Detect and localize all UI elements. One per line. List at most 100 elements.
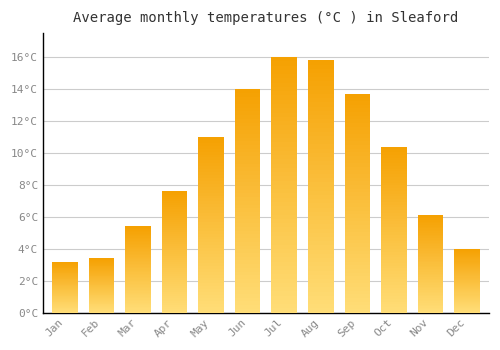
Bar — [308, 90, 334, 94]
Bar — [52, 295, 78, 296]
Bar — [308, 145, 334, 149]
Bar — [454, 268, 480, 269]
Bar — [454, 250, 480, 251]
Bar — [235, 145, 260, 149]
Bar — [308, 178, 334, 182]
Bar — [344, 243, 370, 247]
Bar — [52, 287, 78, 288]
Bar — [308, 283, 334, 287]
Bar — [125, 241, 151, 242]
Bar — [52, 304, 78, 305]
Bar — [235, 208, 260, 212]
Bar — [381, 180, 406, 183]
Bar — [88, 306, 114, 307]
Bar — [52, 302, 78, 303]
Bar — [454, 298, 480, 299]
Bar — [198, 222, 224, 225]
Bar — [418, 311, 443, 313]
Bar — [88, 308, 114, 309]
Bar — [454, 259, 480, 260]
Bar — [52, 292, 78, 293]
Bar — [418, 295, 443, 296]
Bar — [125, 297, 151, 298]
Bar — [381, 194, 406, 196]
Bar — [235, 182, 260, 186]
Bar — [52, 311, 78, 312]
Bar — [418, 248, 443, 249]
Bar — [52, 265, 78, 266]
Bar — [418, 256, 443, 258]
Bar — [162, 268, 188, 270]
Bar — [418, 238, 443, 240]
Bar — [454, 249, 480, 250]
Bar — [418, 259, 443, 261]
Bar — [125, 242, 151, 244]
Bar — [235, 305, 260, 309]
Bar — [125, 259, 151, 261]
Bar — [308, 60, 334, 64]
Bar — [52, 290, 78, 291]
Bar — [52, 283, 78, 284]
Bar — [454, 308, 480, 309]
Bar — [235, 156, 260, 160]
Bar — [418, 298, 443, 300]
Bar — [381, 244, 406, 246]
Bar — [88, 309, 114, 310]
Bar — [125, 285, 151, 287]
Bar — [272, 296, 297, 300]
Bar — [454, 257, 480, 258]
Bar — [88, 292, 114, 293]
Bar — [418, 249, 443, 251]
Bar — [88, 283, 114, 284]
Bar — [52, 277, 78, 278]
Bar — [162, 301, 188, 302]
Bar — [272, 249, 297, 253]
Bar — [235, 272, 260, 275]
Bar — [344, 218, 370, 222]
Bar — [125, 306, 151, 307]
Bar — [52, 261, 78, 262]
Bar — [162, 258, 188, 260]
Bar — [125, 229, 151, 231]
Bar — [454, 278, 480, 279]
Bar — [344, 225, 370, 229]
Bar — [52, 286, 78, 287]
Bar — [125, 255, 151, 257]
Bar — [125, 301, 151, 303]
Bar — [381, 232, 406, 235]
Bar — [162, 282, 188, 284]
Bar — [162, 246, 188, 248]
Bar — [344, 94, 370, 98]
Bar — [418, 271, 443, 272]
Bar — [454, 253, 480, 254]
Bar — [308, 233, 334, 237]
Bar — [162, 254, 188, 256]
Bar — [125, 226, 151, 228]
Bar — [125, 281, 151, 282]
Bar — [272, 261, 297, 266]
Bar — [88, 262, 114, 263]
Bar — [344, 284, 370, 287]
Bar — [272, 266, 297, 270]
Bar — [344, 240, 370, 243]
Bar — [272, 202, 297, 206]
Bar — [272, 104, 297, 108]
Bar — [454, 297, 480, 298]
Bar — [272, 168, 297, 172]
Bar — [454, 304, 480, 305]
Bar — [344, 160, 370, 163]
Bar — [125, 274, 151, 275]
Bar — [198, 284, 224, 286]
Bar — [162, 242, 188, 244]
Bar — [52, 268, 78, 269]
Bar — [454, 306, 480, 307]
Bar — [88, 267, 114, 268]
Bar — [88, 280, 114, 281]
Bar — [381, 296, 406, 299]
Bar — [235, 212, 260, 216]
Bar — [272, 172, 297, 176]
Bar — [125, 233, 151, 235]
Bar — [344, 185, 370, 189]
Bar — [235, 301, 260, 305]
Bar — [162, 286, 188, 288]
